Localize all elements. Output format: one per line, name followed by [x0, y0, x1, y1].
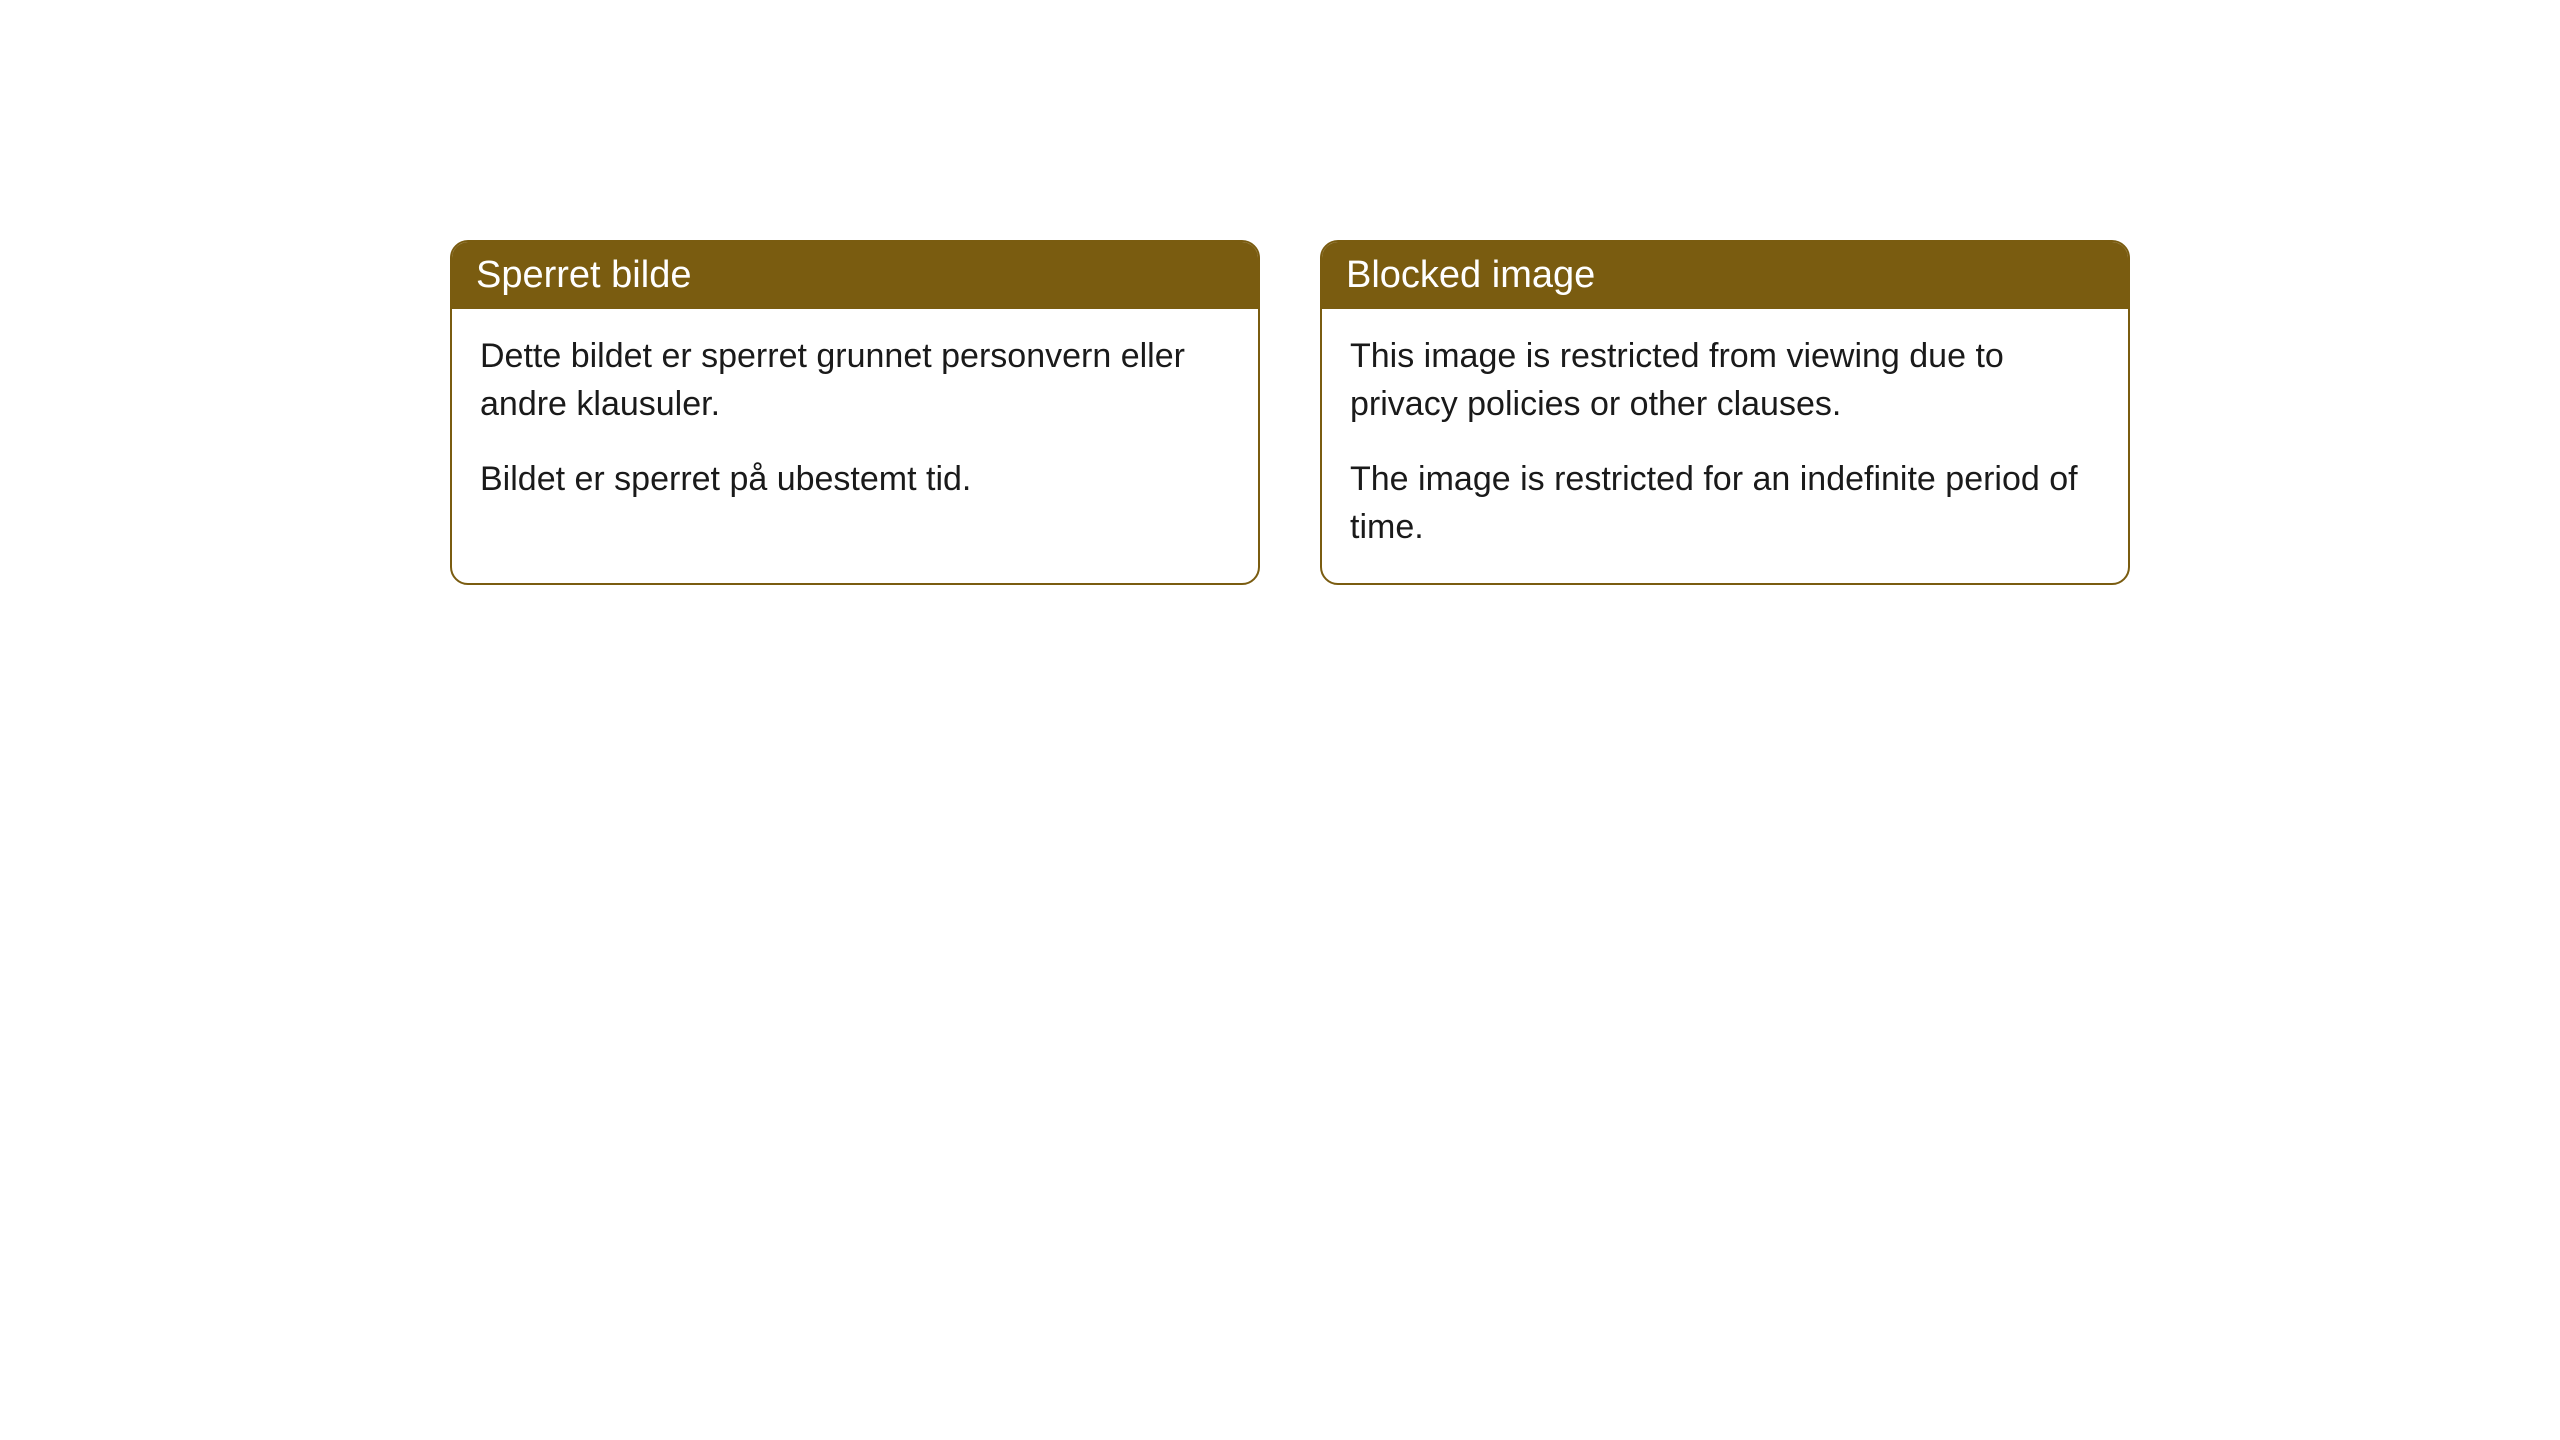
card-title: Blocked image [1346, 254, 1595, 296]
card-header-norwegian: Sperret bilde [452, 242, 1258, 309]
card-paragraph: Bildet er sperret på ubestemt tid. [480, 456, 1230, 504]
card-body-english: This image is restricted from viewing du… [1322, 309, 2128, 583]
card-paragraph: The image is restricted for an indefinit… [1350, 456, 2100, 551]
card-paragraph: This image is restricted from viewing du… [1350, 333, 2100, 428]
notice-card-english: Blocked image This image is restricted f… [1320, 240, 2130, 585]
card-paragraph: Dette bildet er sperret grunnet personve… [480, 333, 1230, 428]
notice-card-norwegian: Sperret bilde Dette bildet er sperret gr… [450, 240, 1260, 585]
notice-cards-container: Sperret bilde Dette bildet er sperret gr… [450, 240, 2130, 585]
card-body-norwegian: Dette bildet er sperret grunnet personve… [452, 309, 1258, 536]
card-title: Sperret bilde [476, 254, 691, 296]
card-header-english: Blocked image [1322, 242, 2128, 309]
